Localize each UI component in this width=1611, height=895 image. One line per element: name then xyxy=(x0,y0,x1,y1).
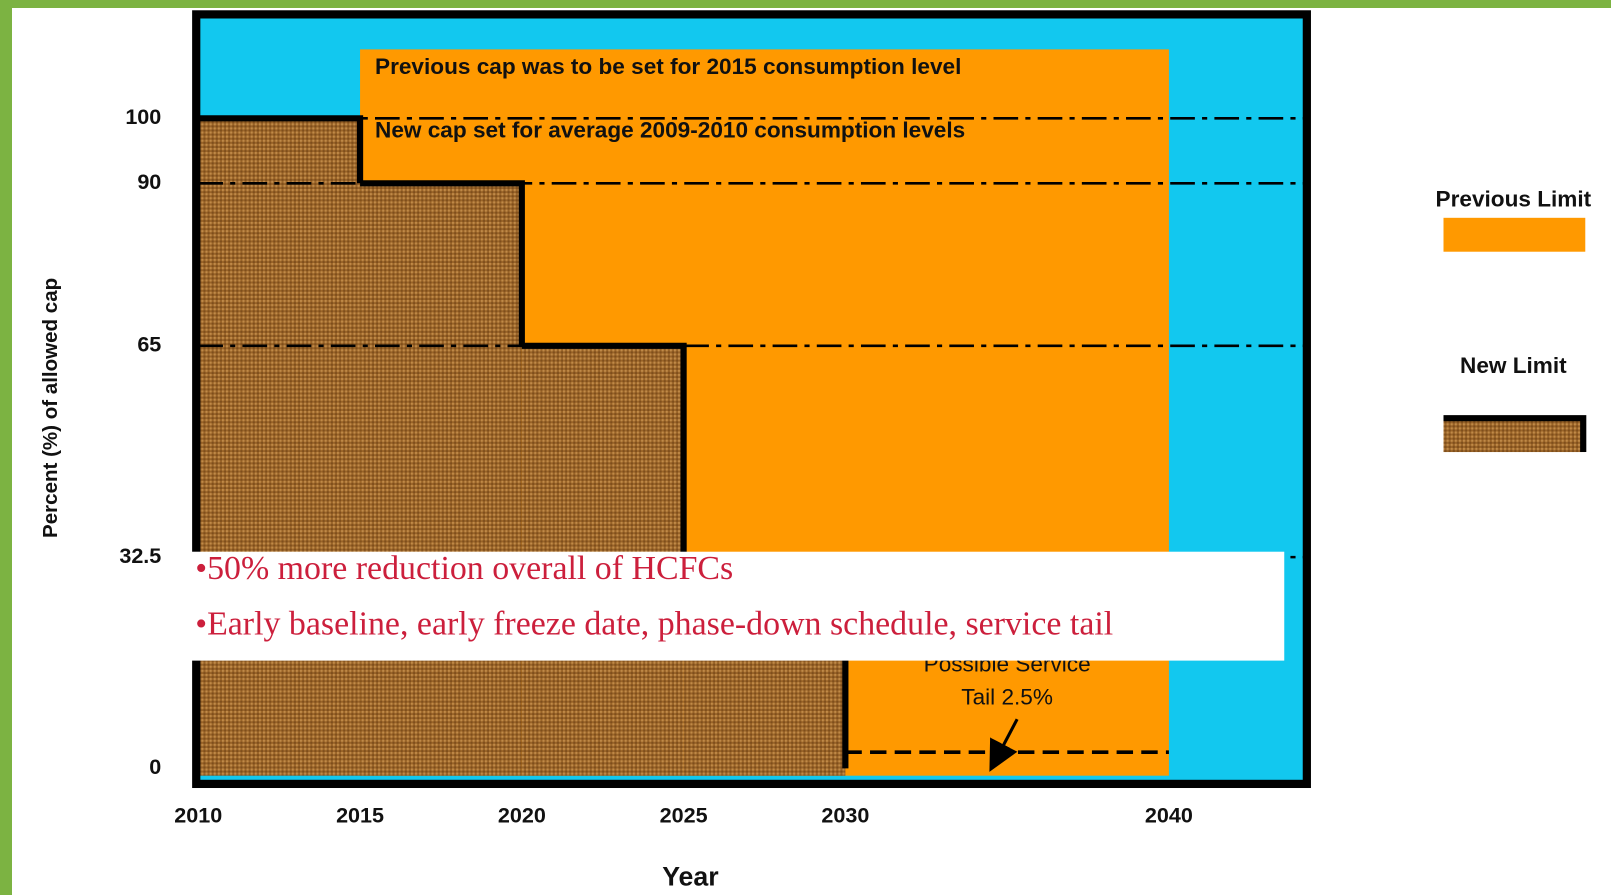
legend-swatch-outline xyxy=(1443,415,1587,453)
y-tick-label: 100 xyxy=(125,104,161,129)
x-tick-label: 2015 xyxy=(336,802,384,827)
bullet-box xyxy=(188,551,1285,661)
y-tick-label: 0 xyxy=(149,754,161,779)
annotation: New cap set for average 2009-2010 consum… xyxy=(375,117,965,142)
legend-label: New Limit xyxy=(1460,353,1567,378)
new-limit-outline xyxy=(360,180,525,346)
annotation: Previous cap was to be set for 2015 cons… xyxy=(375,54,961,79)
x-tick-label: 2040 xyxy=(1145,802,1193,827)
legend-swatch xyxy=(1443,217,1586,252)
x-tick-label: 2030 xyxy=(821,802,869,827)
new-limit-area xyxy=(198,118,361,776)
x-tick-label: 2025 xyxy=(660,802,708,827)
legend-label: Previous Limit xyxy=(1436,186,1592,211)
y-tick-label: 32.5 xyxy=(119,543,161,568)
service-tail-arrow xyxy=(989,718,1019,772)
new-limit-outline xyxy=(198,115,364,184)
y-tick-label: 90 xyxy=(137,169,161,194)
left-stripe xyxy=(0,0,12,895)
y-tick-label: 65 xyxy=(137,332,161,357)
bullet-text: •Early baseline, early freeze date, phas… xyxy=(195,605,1113,642)
plot-frame xyxy=(192,10,1311,789)
y-axis-title: Percent (%) of allowed cap xyxy=(39,278,62,538)
top-stripe xyxy=(0,0,1611,8)
new-limit-outline xyxy=(521,342,687,558)
new-limit-area xyxy=(360,183,522,776)
x-axis-title: Year xyxy=(662,861,718,891)
x-tick-label: 2020 xyxy=(498,802,546,827)
x-tick-label: 2010 xyxy=(174,802,222,827)
bullet-text: •50% more reduction overall of HCFCs xyxy=(195,550,733,587)
legend-swatch xyxy=(1443,416,1586,453)
service-tail-label: Tail 2.5% xyxy=(961,685,1053,710)
